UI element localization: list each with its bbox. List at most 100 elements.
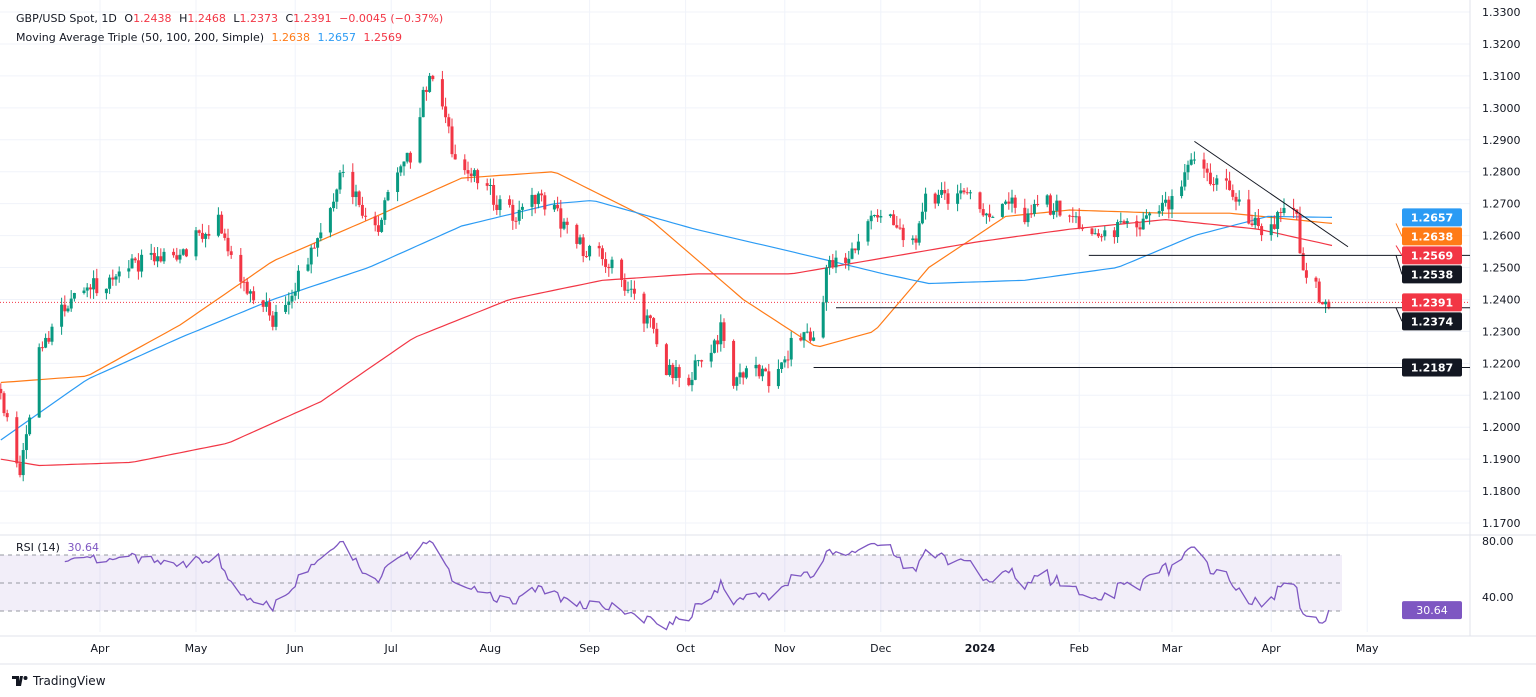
candle: [1068, 214, 1072, 223]
candle: [421, 86, 425, 118]
candle-body: [914, 238, 918, 243]
badge-ma50-leader: [1395, 223, 1403, 237]
candle: [812, 331, 816, 342]
candle-body: [207, 233, 211, 236]
candle: [626, 281, 630, 294]
candle-body: [1269, 224, 1273, 236]
candle-body: [130, 258, 134, 269]
candle: [757, 363, 761, 379]
price-tick-label: 1.1900: [1482, 453, 1521, 466]
candle: [1148, 211, 1152, 225]
candle-body: [428, 75, 432, 92]
candle: [1135, 215, 1139, 237]
candle-body: [799, 337, 803, 341]
candle: [517, 200, 521, 225]
candle-body: [687, 377, 691, 386]
candle: [1052, 203, 1056, 220]
price-tick-label: 1.2600: [1482, 230, 1521, 243]
candle-body: [732, 340, 736, 386]
candle-body: [895, 225, 899, 228]
candle-body: [556, 204, 560, 209]
candle-body: [309, 247, 313, 265]
candle-body: [1119, 221, 1123, 223]
candle: [901, 224, 905, 247]
candle: [520, 203, 524, 219]
candle-body: [88, 287, 92, 290]
candle-body: [1055, 200, 1059, 211]
candle: [1090, 227, 1094, 236]
candle: [981, 203, 985, 217]
ma50-value: 1.2638: [271, 31, 311, 44]
candle: [607, 263, 611, 277]
candle-body: [24, 434, 28, 451]
candle: [940, 182, 944, 199]
candle: [783, 356, 787, 368]
candle-body: [1090, 228, 1094, 235]
candle-body: [847, 258, 851, 264]
candle-body: [1186, 164, 1190, 173]
candle-body: [1253, 217, 1257, 226]
candle-body: [712, 340, 716, 353]
candle-body: [664, 344, 668, 376]
candle-body: [1260, 226, 1264, 236]
candle: [831, 253, 835, 269]
x-tick-label: Apr: [1262, 642, 1282, 655]
candle-body: [1141, 218, 1145, 230]
rsi-badge-value: 30.64: [1416, 604, 1448, 617]
candle: [149, 243, 153, 260]
candle: [204, 232, 208, 248]
candle-body: [645, 315, 649, 324]
candle: [604, 252, 608, 273]
candle: [92, 270, 96, 299]
candle: [21, 442, 25, 482]
candle: [498, 195, 502, 216]
candle: [1138, 222, 1142, 237]
candle: [879, 209, 883, 223]
candle-body: [1228, 180, 1232, 191]
candle: [552, 200, 556, 212]
candle: [1186, 160, 1190, 180]
candle-body: [674, 367, 678, 379]
candle: [514, 217, 518, 229]
candle: [1141, 212, 1145, 230]
candle-body: [1112, 230, 1116, 238]
candle: [5, 409, 9, 422]
candle: [1224, 168, 1228, 190]
candle-body: [978, 192, 982, 210]
candle: [472, 168, 476, 183]
candle-body: [463, 159, 467, 171]
candle-body: [194, 230, 198, 257]
candle-body: [184, 249, 188, 257]
candle: [1192, 151, 1196, 165]
candle: [133, 256, 137, 263]
candle-body: [472, 170, 476, 177]
candle: [450, 118, 454, 158]
candle-body: [1122, 221, 1126, 224]
candle: [396, 167, 400, 202]
candle-body: [744, 368, 748, 378]
x-tick-label: Dec: [870, 642, 891, 655]
candle-body: [296, 270, 300, 292]
candle: [1007, 192, 1011, 210]
candle: [72, 292, 76, 302]
candle: [402, 161, 406, 176]
candle-body: [607, 266, 611, 269]
candle: [463, 154, 467, 175]
candle-body: [114, 276, 118, 280]
candle-body: [1023, 207, 1027, 223]
candle: [229, 245, 233, 259]
candle-body: [271, 315, 275, 327]
candle: [853, 248, 857, 254]
tradingview-logo[interactable]: TradingView: [12, 674, 106, 688]
candle: [248, 289, 252, 303]
candle-body: [495, 204, 499, 211]
price-tick-label: 1.2000: [1482, 421, 1521, 434]
candle-body: [866, 221, 870, 242]
ma-line-ma100: [0, 200, 1333, 441]
candle-body: [940, 190, 944, 195]
candle-body: [287, 301, 291, 305]
candle-body: [620, 259, 624, 280]
candle: [821, 295, 825, 339]
